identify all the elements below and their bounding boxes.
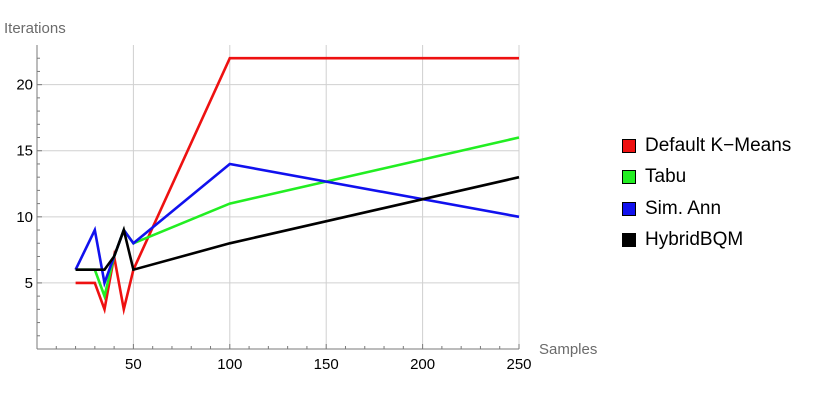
series-lines: [74, 56, 520, 316]
legend-swatch: [622, 138, 636, 153]
y-tick-label: 5: [25, 275, 33, 292]
legend-swatch: [622, 233, 636, 248]
legend-label: Sim. Ann: [645, 197, 722, 219]
legend-swatch: [622, 201, 636, 216]
ticks: 50 100 150 200 250 5 10 15 20: [16, 57, 532, 373]
axes: [36, 45, 519, 350]
x-tick-label: 50: [125, 356, 142, 373]
x-tick-label: 200: [410, 356, 435, 373]
y-tick-label: 10: [16, 209, 33, 226]
series-line-3: [74, 162, 520, 288]
x-axis-title: Samples: [539, 341, 597, 358]
series-line-4: [75, 175, 520, 272]
legend-item: Sim. Ann: [622, 193, 791, 225]
x-tick-label: 250: [506, 356, 531, 373]
y-tick-label: 20: [16, 77, 33, 94]
legend-label: Default K−Means: [645, 134, 792, 156]
legend-swatch: [622, 170, 636, 185]
x-tick-label: 150: [314, 356, 339, 373]
grid: [37, 45, 520, 349]
y-tick-label: 15: [16, 143, 33, 160]
legend-label: Tabu: [645, 166, 687, 188]
series-line-1: [75, 56, 519, 316]
legend-item: Tabu: [622, 162, 791, 194]
y-axis-title: Iterations: [4, 20, 66, 37]
x-tick-label: 100: [217, 356, 242, 373]
legend-item: Default K−Means: [622, 130, 791, 162]
legend-item: HybridBQM: [622, 225, 791, 257]
legend-label: HybridBQM: [645, 229, 744, 251]
legend: Default K−Means Tabu Sim. Ann HybridBQM: [622, 130, 791, 256]
